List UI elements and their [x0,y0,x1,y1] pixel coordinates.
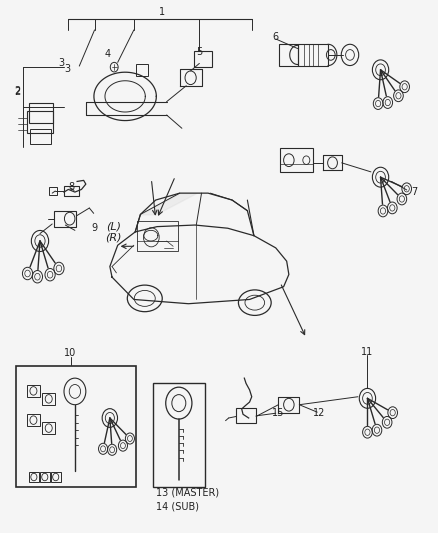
Text: 11: 11 [361,346,374,357]
Text: (L): (L) [106,222,121,232]
Bar [137,221,178,251]
Text: 5: 5 [196,47,202,57]
Text: 1: 1 [159,7,165,18]
Bar [30,130,51,144]
Bar [194,51,212,67]
Bar [27,414,40,426]
Text: 14 (SUB): 14 (SUB) [155,502,199,512]
Bar [29,103,53,123]
Bar [136,64,148,76]
Bar [29,472,39,482]
Bar [64,186,79,196]
Text: 13 (MASTER): 13 (MASTER) [155,488,219,497]
Bar [280,148,313,172]
Bar [49,187,57,195]
Bar [152,383,205,487]
Bar [27,385,40,397]
Text: 8: 8 [68,182,74,192]
Bar [54,211,76,227]
Text: 3: 3 [64,64,70,74]
Bar [42,393,55,405]
Text: 6: 6 [273,32,279,42]
Bar [40,472,49,482]
Text: 3: 3 [59,59,65,68]
Text: 2: 2 [14,86,21,96]
Text: 2: 2 [14,87,21,97]
Text: 7: 7 [411,187,417,197]
Bar [16,366,136,487]
Text: 10: 10 [64,348,77,358]
Bar [279,44,297,66]
Bar [27,111,53,133]
Text: 12: 12 [313,408,325,418]
Bar [51,472,60,482]
Text: (R): (R) [105,233,122,243]
Bar [237,408,256,423]
Text: 4: 4 [105,49,111,59]
Text: 15: 15 [272,408,284,418]
Bar [42,422,55,434]
Text: 9: 9 [92,223,98,233]
Bar [297,44,328,66]
